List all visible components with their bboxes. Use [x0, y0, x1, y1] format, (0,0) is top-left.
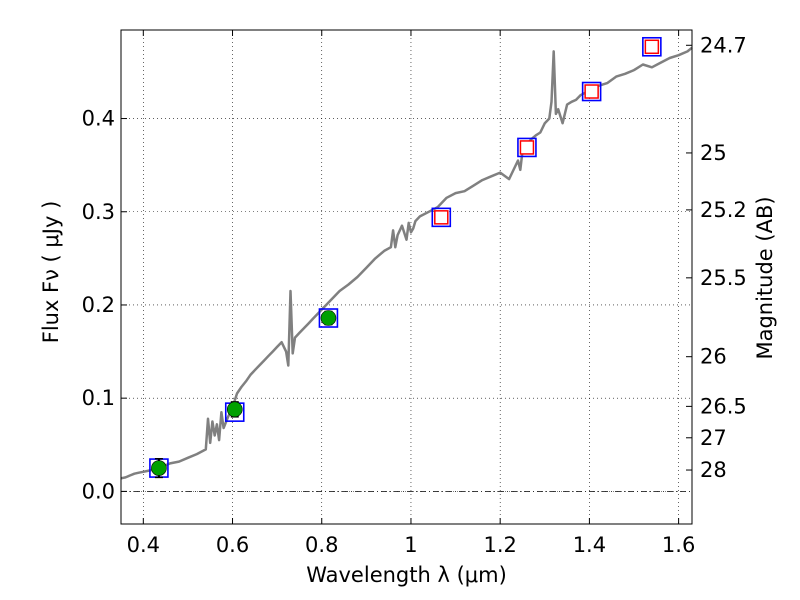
plot-frame [120, 29, 693, 525]
x-tick-label: 1.6 [662, 533, 695, 557]
magnitude-tick-label: 24.7 [700, 33, 747, 57]
magnitude-axis-ticks: 24.7 25 25.2 25.5 26 26.5 27 28 [686, 33, 747, 482]
magnitude-tick-label: 27 [700, 426, 727, 450]
photometry-marker [642, 36, 662, 57]
y-tick-label: 0.4 [82, 107, 115, 131]
y-axis-label: Flux Fν ( μJy ) [39, 201, 63, 344]
magnitude-tick-label: 28 [700, 458, 727, 482]
spectrum-layer [120, 46, 693, 480]
model-marker [584, 84, 599, 99]
x-tick-label: 1.2 [483, 533, 516, 557]
x-tick-label: 0.8 [305, 533, 338, 557]
magnitude-tick-label: 25.5 [700, 266, 747, 290]
magnitude-tick-label: 26.5 [700, 394, 747, 418]
detection-point [320, 310, 337, 326]
x-axis-label: Wavelength λ (μm) [306, 563, 507, 587]
x-tick-label: 1.4 [573, 533, 606, 557]
model-marker [519, 140, 535, 155]
photometry-marker [517, 137, 537, 158]
x-axis-ticks: 0.4 0.6 0.8 1 1.2 1.4 1.6 [127, 30, 695, 557]
x-tick-label: 1 [404, 533, 417, 557]
magnitude-tick-label: 25.2 [700, 198, 747, 222]
x-tick-label: 0.4 [127, 533, 160, 557]
y-tick-label: 0.1 [82, 386, 115, 410]
y-tick-label: 0.2 [82, 293, 115, 317]
y-tick-label: 0.3 [82, 200, 115, 224]
photometry-marker [431, 207, 452, 228]
detection-point [151, 460, 167, 476]
photometry-marker [318, 308, 339, 328]
model-marker [644, 39, 660, 55]
detection-point [226, 401, 243, 418]
spectrum-line [120, 46, 693, 480]
x-tick-label: 0.6 [216, 533, 249, 557]
magnitude-axis-label: Magnitude (AB) [753, 196, 777, 359]
y-tick-label: 0.0 [82, 479, 115, 503]
magnitude-tick-label: 25 [700, 141, 727, 165]
photometry-marker [581, 81, 602, 102]
model-marker [434, 210, 449, 225]
marker-layer [149, 36, 662, 479]
y-axis-ticks: 0.0 0.1 0.2 0.3 0.4 [82, 107, 127, 503]
magnitude-tick-label: 26 [700, 345, 727, 369]
